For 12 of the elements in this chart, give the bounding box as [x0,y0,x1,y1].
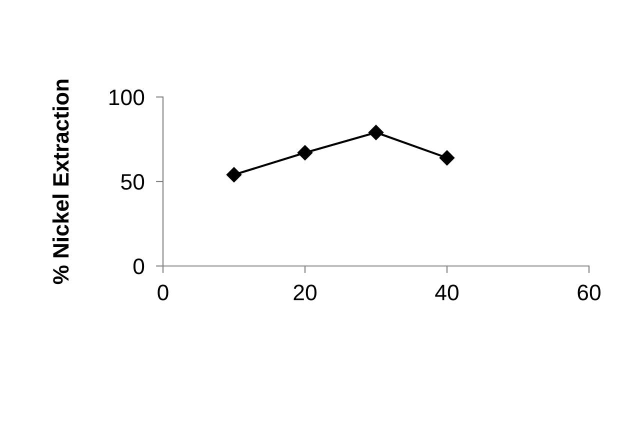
x-tick-label: 40 [435,284,458,300]
y-axis-title: % Nickel Extraction [52,80,69,284]
y-tick-label: 50 [121,174,144,190]
point [439,150,455,166]
point [368,124,384,140]
point [297,145,313,160]
y-tick-label: 100 [110,90,144,106]
point [226,167,242,182]
x-tick-label: 20 [294,284,316,300]
y-tick-label: 0 [133,258,144,274]
x-tick-label: 0 [158,284,168,300]
x-tick-label: 60 [578,284,600,300]
